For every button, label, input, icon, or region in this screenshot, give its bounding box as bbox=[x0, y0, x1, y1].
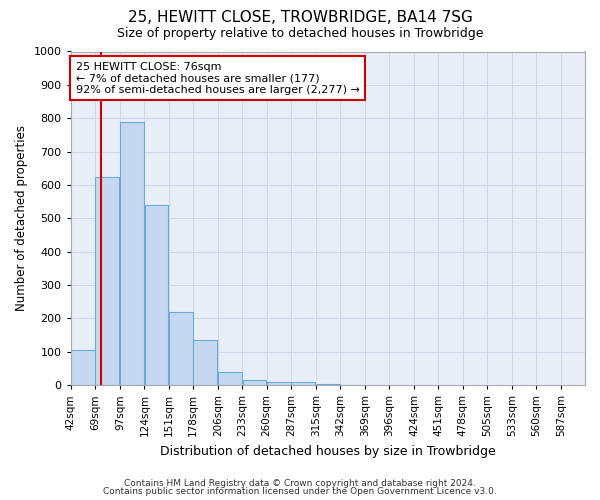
Bar bbox=[242, 380, 266, 385]
Bar bbox=[193, 340, 217, 385]
Text: Contains public sector information licensed under the Open Government Licence v3: Contains public sector information licen… bbox=[103, 487, 497, 496]
Bar bbox=[145, 205, 169, 385]
Bar bbox=[291, 382, 315, 385]
Bar bbox=[218, 372, 242, 385]
Text: Contains HM Land Registry data © Crown copyright and database right 2024.: Contains HM Land Registry data © Crown c… bbox=[124, 478, 476, 488]
Text: 25 HEWITT CLOSE: 76sqm
← 7% of detached houses are smaller (177)
92% of semi-det: 25 HEWITT CLOSE: 76sqm ← 7% of detached … bbox=[76, 62, 359, 94]
Bar bbox=[95, 176, 119, 385]
X-axis label: Distribution of detached houses by size in Trowbridge: Distribution of detached houses by size … bbox=[160, 444, 496, 458]
Bar bbox=[120, 122, 144, 385]
Text: 25, HEWITT CLOSE, TROWBRIDGE, BA14 7SG: 25, HEWITT CLOSE, TROWBRIDGE, BA14 7SG bbox=[128, 10, 472, 25]
Text: Size of property relative to detached houses in Trowbridge: Size of property relative to detached ho… bbox=[117, 28, 483, 40]
Y-axis label: Number of detached properties: Number of detached properties bbox=[15, 126, 28, 312]
Bar bbox=[316, 384, 340, 385]
Bar bbox=[71, 350, 95, 385]
Bar bbox=[169, 312, 193, 385]
Bar bbox=[267, 382, 290, 385]
